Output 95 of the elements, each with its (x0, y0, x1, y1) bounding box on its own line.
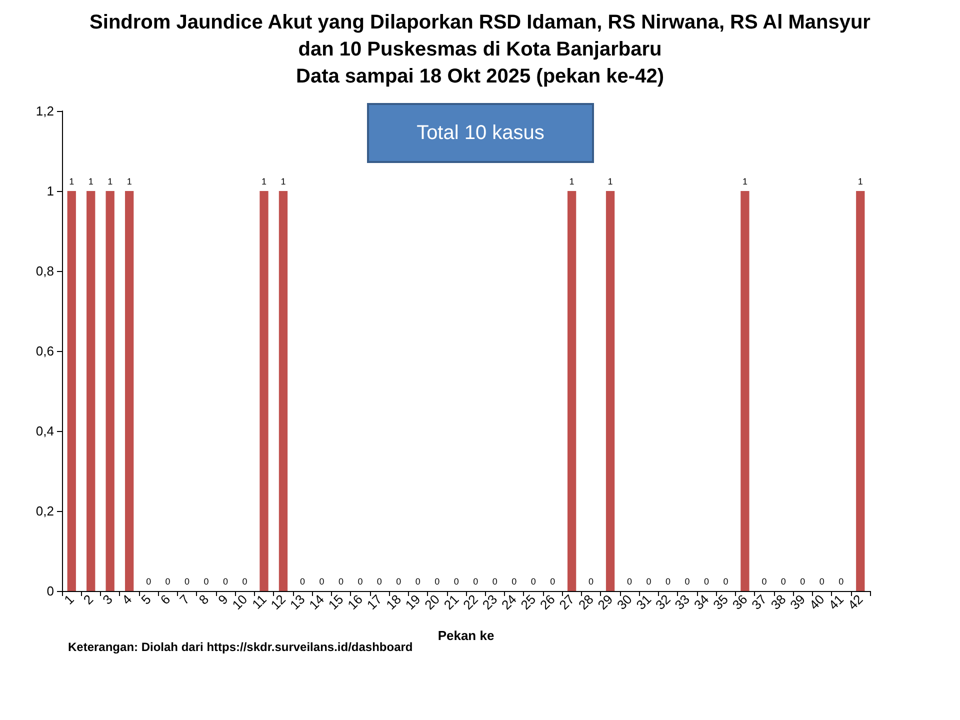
data-label: 1 (126, 176, 132, 186)
data-label: 1 (88, 176, 94, 186)
text-box: Total 10 kasus (367, 103, 594, 163)
x-tick-label: 38 (768, 592, 789, 613)
x-tick-label: 33 (672, 592, 693, 613)
data-label: 0 (512, 576, 517, 586)
x-tick-label: 5 (138, 592, 154, 608)
x-tick-label: 36 (729, 592, 750, 613)
data-label: 1 (280, 176, 286, 186)
data-label: 0 (838, 576, 844, 586)
x-tick-label: 15 (325, 592, 346, 613)
data-label: 0 (146, 576, 152, 586)
data-label: 1 (108, 176, 113, 186)
data-label: 0 (550, 576, 556, 586)
y-tick-label: 1 (46, 184, 54, 198)
y-tick-label: 0,4 (36, 424, 54, 438)
data-label: 0 (723, 576, 728, 586)
y-tick-label: 0 (46, 584, 54, 598)
x-axis-title: Pekan ke (438, 628, 494, 643)
x-tick-label: 29 (594, 592, 616, 613)
x-tick-label: 23 (479, 592, 500, 613)
x-tick-label: 9 (215, 592, 231, 608)
data-label: 0 (684, 576, 690, 586)
x-tick-label: 21 (440, 592, 462, 613)
x-tick-label: 41 (826, 592, 846, 613)
data-label: 0 (454, 576, 459, 586)
x-tick-label: 8 (196, 592, 212, 608)
x-tick-label: 13 (286, 592, 308, 613)
data-label: 0 (376, 576, 382, 586)
data-label: 0 (223, 576, 228, 586)
x-tick-label: 35 (710, 592, 732, 613)
data-label: 1 (742, 176, 748, 186)
x-tick-label: 14 (306, 592, 328, 613)
data-label: 0 (204, 576, 209, 586)
x-tick-label: 26 (537, 592, 558, 613)
x-tick-label: 11 (249, 592, 270, 612)
x-tick-label: 10 (229, 592, 250, 613)
data-label: 0 (319, 576, 324, 586)
x-tick-label: 3 (100, 592, 116, 608)
data-label: 0 (627, 576, 632, 586)
data-label: 0 (588, 576, 594, 586)
data-label: 0 (434, 576, 440, 586)
y-tick-label: 0,8 (36, 264, 54, 278)
data-label: 0 (646, 576, 652, 586)
x-tick-label: 30 (614, 592, 635, 613)
x-tick-label: 25 (518, 592, 539, 613)
x-tick-label: 4 (118, 592, 135, 608)
data-label: 0 (780, 576, 786, 586)
x-tick-label: 37 (748, 592, 770, 613)
data-label: 0 (530, 576, 536, 586)
text: Keterangan: Diolah dari https://skdr.surveilans.id/dashboard (68, 640, 413, 654)
x-tick-label: 27 (556, 592, 578, 613)
y-tick-label: 0,2 (36, 504, 54, 518)
data-label: 0 (762, 576, 767, 586)
x-tick-label: 16 (344, 592, 366, 613)
x-tick-label: 12 (268, 592, 289, 613)
x-tick-label: 1 (61, 592, 77, 608)
data-label: 0 (819, 576, 824, 586)
x-tick-label: 40 (806, 592, 828, 613)
x-tick-label: 18 (383, 592, 404, 613)
x-tick-label: 6 (157, 592, 174, 608)
data-label: 0 (492, 576, 498, 586)
x-tick-label: 22 (460, 592, 481, 613)
data-label: 0 (338, 576, 344, 586)
x-tick-label: 24 (498, 592, 520, 613)
x-tick-label: 42 (844, 592, 866, 613)
x-tick-label: 2 (80, 592, 96, 608)
data-label: 0 (473, 576, 478, 586)
data-label: 1 (69, 176, 74, 186)
data-label: 1 (608, 176, 613, 186)
x-tick-label: 32 (652, 592, 674, 613)
data-label: 0 (358, 576, 363, 586)
data-label: 0 (415, 576, 420, 586)
x-tick-label: 7 (176, 592, 192, 608)
x-tick-label: 28 (576, 592, 596, 613)
data-label: 0 (242, 576, 248, 586)
data-label: 1 (569, 176, 574, 186)
x-tick-label: 39 (787, 592, 808, 613)
x-tick-label: 31 (633, 592, 654, 613)
chart-title: Sindrom Jaundice Akut yang Dilaporkan RSD Idaman, RS Nirwana, RS Al Mansyur dan 10 Puskesmas di Kota Banjarbaru Data sampai 18 Okt 2025 (pekan ke-42) (90, 12, 871, 88)
data-label: 0 (396, 576, 402, 586)
data-label: 0 (165, 576, 170, 586)
x-tick-label: 34 (690, 592, 712, 613)
data-label: 0 (184, 576, 190, 586)
data-label: 0 (300, 576, 305, 586)
x-tick-label: 17 (364, 592, 385, 613)
data-label: 0 (704, 576, 709, 586)
data-label: 1 (858, 176, 863, 186)
data-label: 1 (261, 176, 267, 186)
data-label: 0 (800, 576, 806, 586)
x-tick-label: 20 (422, 592, 442, 613)
y-tick-label: 0,6 (36, 344, 54, 358)
y-tick-label: 1,2 (36, 104, 54, 118)
x-tick-label: 19 (402, 592, 424, 613)
data-label: 0 (665, 576, 671, 586)
